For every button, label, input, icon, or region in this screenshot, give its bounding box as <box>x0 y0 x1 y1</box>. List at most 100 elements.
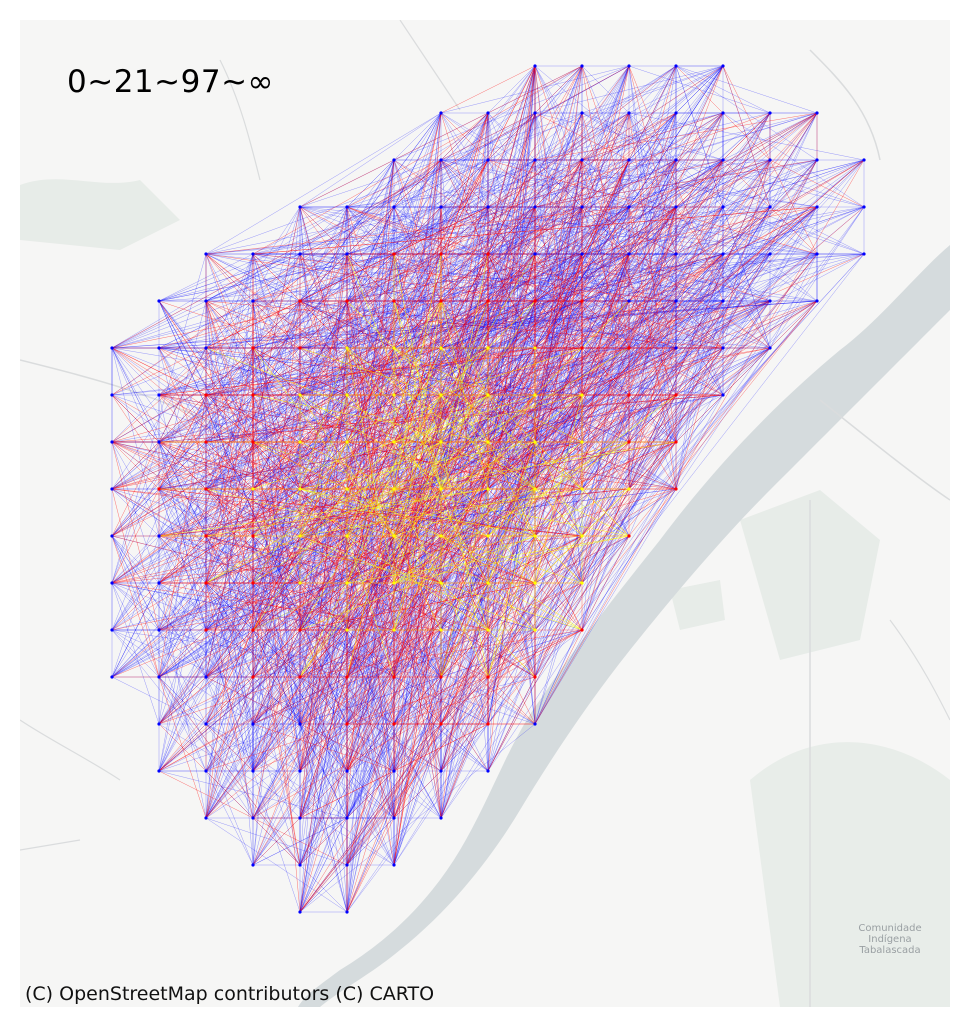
grid-node <box>110 581 114 585</box>
grid-node <box>533 722 537 726</box>
grid-node <box>392 534 396 538</box>
grid-node <box>251 722 255 726</box>
place-label-line: Comunidade <box>858 923 922 934</box>
grid-node <box>345 487 349 491</box>
grid-node <box>768 111 772 115</box>
grid-node <box>251 252 255 256</box>
grid-node <box>580 205 584 209</box>
grid-node <box>251 675 255 679</box>
grid-node <box>721 252 725 256</box>
grid-node <box>251 863 255 867</box>
grid-node <box>580 158 584 162</box>
grid-node <box>815 158 819 162</box>
grid-node <box>157 581 161 585</box>
map-canvas[interactable]: 0~21~97~∞ Comunidade Indígena Tabalascad… <box>20 20 950 1007</box>
grid-node <box>533 628 537 632</box>
grid-node <box>110 628 114 632</box>
grid-node <box>204 628 208 632</box>
grid-node <box>627 534 631 538</box>
grid-node <box>204 487 208 491</box>
legend-bins: 0~21~97~∞ <box>67 64 274 100</box>
grid-node <box>439 816 443 820</box>
grid-node <box>157 393 161 397</box>
grid-node <box>721 158 725 162</box>
grid-node <box>392 205 396 209</box>
road <box>809 49 881 161</box>
grid-node <box>392 863 396 867</box>
grid-node <box>204 346 208 350</box>
grid-node <box>298 863 302 867</box>
grid-node <box>345 252 349 256</box>
grid-node <box>486 111 490 115</box>
grid-node <box>345 675 349 679</box>
grid-node <box>486 252 490 256</box>
grid-node <box>721 299 725 303</box>
grid-node <box>298 205 302 209</box>
grid-node <box>768 158 772 162</box>
grid-node <box>439 581 443 585</box>
vegetation-patch <box>20 179 180 250</box>
grid-node <box>439 487 443 491</box>
grid-node <box>251 628 255 632</box>
grid-node <box>862 252 866 256</box>
grid-node <box>298 722 302 726</box>
grid-node <box>251 581 255 585</box>
grid-node <box>486 487 490 491</box>
grid-node <box>251 299 255 303</box>
grid-node <box>533 581 537 585</box>
grid-node <box>157 487 161 491</box>
grid-node <box>627 393 631 397</box>
place-label-line: Indígena <box>868 934 912 945</box>
grid-node <box>157 722 161 726</box>
grid-node <box>345 816 349 820</box>
grid-node <box>674 393 678 397</box>
grid-node <box>298 910 302 914</box>
grid-node <box>580 534 584 538</box>
grid-node <box>157 628 161 632</box>
grid-node <box>674 346 678 350</box>
grid-node <box>486 158 490 162</box>
grid-node <box>298 581 302 585</box>
grid-node <box>721 393 725 397</box>
grid-node <box>674 440 678 444</box>
grid-node <box>486 581 490 585</box>
grid-node <box>486 346 490 350</box>
grid-node <box>862 158 866 162</box>
grid-node <box>298 440 302 444</box>
grid-node <box>674 299 678 303</box>
grid-node <box>298 534 302 538</box>
grid-node <box>439 393 443 397</box>
grid-node <box>533 205 537 209</box>
vegetation-patch <box>750 742 950 1007</box>
grid-node <box>721 346 725 350</box>
grid-node <box>204 581 208 585</box>
grid-node <box>486 628 490 632</box>
grid-node <box>110 675 114 679</box>
grid-node <box>533 346 537 350</box>
grid-node <box>345 534 349 538</box>
place-label-line: Tabalascada <box>859 945 921 956</box>
grid-node <box>533 393 537 397</box>
grid-node <box>674 205 678 209</box>
grid-node <box>392 487 396 491</box>
grid-node <box>768 205 772 209</box>
grid-node <box>627 440 631 444</box>
grid-node <box>486 205 490 209</box>
grid-node <box>392 346 396 350</box>
grid-node <box>251 393 255 397</box>
grid-node <box>439 111 443 115</box>
grid-node <box>439 346 443 350</box>
grid-node <box>627 111 631 115</box>
grid-node <box>204 675 208 679</box>
river <box>298 245 950 1007</box>
grid-node <box>157 346 161 350</box>
grid-node <box>110 346 114 350</box>
grid-node <box>486 722 490 726</box>
grid-node <box>345 440 349 444</box>
grid-node <box>157 440 161 444</box>
grid-node <box>298 675 302 679</box>
grid-node <box>157 299 161 303</box>
grid-node <box>674 252 678 256</box>
grid-node <box>298 628 302 632</box>
grid-node <box>204 769 208 773</box>
